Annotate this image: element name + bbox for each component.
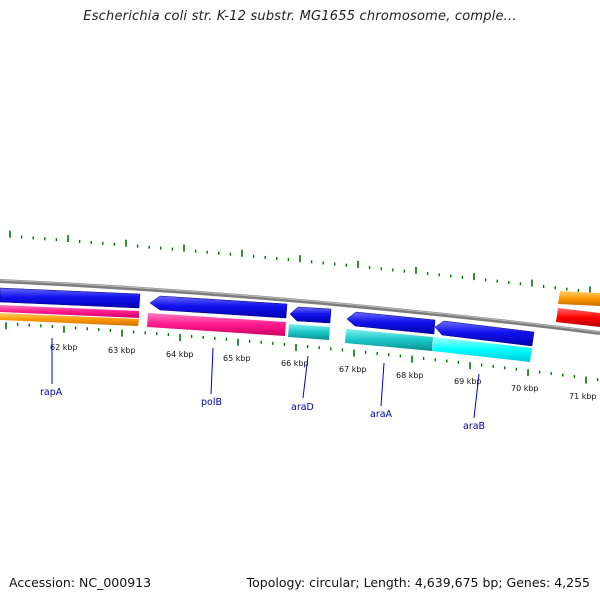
gene-arrow-rapA[interactable] [0,287,141,309]
genome-summary-text: Topology: circular; Length: 4,639,675 bp… [246,575,590,590]
gene-label-araA[interactable]: araA [370,409,393,420]
inner-tick-ring [5,322,599,384]
accession-text: Accession: NC_000913 [9,575,152,590]
kbp-label: 69 kbp [454,377,482,386]
chromosome-backbone [0,279,600,335]
kbp-label: 62 kbp [50,343,78,352]
feature-track-orange-left[interactable] [0,313,139,326]
gene-label-polB[interactable]: polB [201,397,222,408]
feature-track-cyan-araB[interactable] [432,337,532,362]
kbp-label: 63 kbp [108,346,136,355]
feature-track-magenta-polB[interactable] [147,313,286,336]
kbp-label: 66 kbp [281,359,309,368]
gene-arrow-araB[interactable] [434,320,535,347]
gene-label-rapA[interactable]: rapA [40,387,63,398]
chromosome-backbone-highlight [0,279,600,333]
gene-arrow-polB[interactable] [149,295,288,319]
feature-track-teal-araA[interactable] [345,329,433,351]
map-title: Escherichia coli str. K-12 substr. MG165… [83,9,517,24]
kbp-label: 65 kbp [223,354,251,363]
feature-track-magenta-left[interactable] [0,305,139,318]
feature-track-orange-right[interactable] [558,291,600,306]
outer-tick-ring [9,230,591,294]
feature-track-red-right[interactable] [556,308,600,327]
kbp-label: 71 kbp [569,392,597,401]
feature-track-teal-araD[interactable] [288,324,330,340]
gene-label-araB[interactable]: araB [463,421,485,432]
kbp-label: 67 kbp [339,365,367,374]
kbp-ruler: 62 kbp 63 kbp 64 kbp 65 kbp 66 kbp 67 kb… [50,343,597,401]
gene-label-araD[interactable]: araD [291,402,314,413]
gene-leader-lines [51,338,480,419]
kbp-label: 68 kbp [396,371,424,380]
kbp-label: 64 kbp [166,350,194,359]
gene-arrow-araA[interactable] [346,311,436,335]
gene-arrow-araD[interactable] [289,306,332,324]
kbp-label: 70 kbp [511,384,539,393]
